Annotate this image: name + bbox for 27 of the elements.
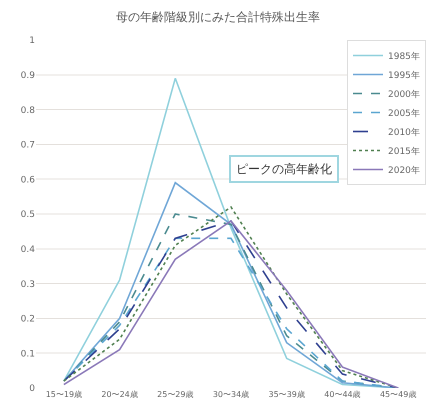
y-tick-label: 0.1 (20, 349, 35, 360)
chart-title: 母の年齢階級別にみた合計特殊出生率 (116, 10, 320, 24)
x-tick-label: 20〜24歳 (101, 390, 138, 399)
legend-label: 1985年 (388, 51, 420, 62)
y-tick-label: 0.4 (20, 244, 36, 255)
y-tick-label: 0.8 (20, 106, 36, 116)
y-tick-label: 0.6 (20, 175, 36, 186)
y-tick-label: 0.9 (20, 70, 36, 81)
legend-label: 2015年 (388, 146, 420, 158)
legend-label: 2005年 (388, 108, 420, 120)
x-tick-label: 40〜44歳 (324, 390, 361, 399)
x-tick-label: 45〜49歳 (380, 390, 416, 399)
legend-label: 2020年 (388, 165, 420, 176)
x-tick-label: 30〜34歳 (212, 390, 250, 399)
y-tick-label: 0.3 (20, 280, 35, 290)
y-tick-label: 1 (29, 36, 35, 46)
legend-label: 2010年 (388, 127, 420, 138)
y-tick-label: 0 (29, 384, 36, 394)
x-tick-label: 25〜29歳 (157, 390, 194, 399)
y-tick-label: 0.2 (20, 314, 35, 325)
legend-label: 2000年 (388, 89, 420, 100)
y-tick-label: 0.5 (20, 210, 35, 220)
legend-label: 1995年 (388, 70, 420, 82)
x-tick-label: 35〜39歳 (268, 390, 305, 399)
x-tick-label: 15〜19歳 (46, 390, 82, 399)
annotation: ピークの高年齢化 (236, 162, 332, 176)
y-tick-label: 0.7 (20, 140, 35, 151)
